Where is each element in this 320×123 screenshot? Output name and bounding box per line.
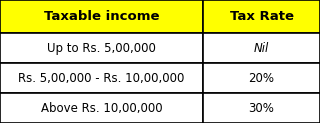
Text: 20%: 20% <box>249 72 275 85</box>
Bar <box>203 63 320 93</box>
Bar <box>0 93 203 123</box>
Text: 30%: 30% <box>249 101 275 115</box>
Text: Up to Rs. 5,00,000: Up to Rs. 5,00,000 <box>47 42 156 55</box>
Bar <box>203 93 320 123</box>
Text: Tax Rate: Tax Rate <box>230 10 294 23</box>
Bar <box>0 0 203 33</box>
Bar <box>203 0 320 33</box>
Text: Taxable income: Taxable income <box>44 10 159 23</box>
Text: Above Rs. 10,00,000: Above Rs. 10,00,000 <box>41 101 163 115</box>
Text: Rs. 5,00,000 - Rs. 10,00,000: Rs. 5,00,000 - Rs. 10,00,000 <box>19 72 185 85</box>
Text: Nil: Nil <box>254 42 269 55</box>
Bar <box>0 33 203 63</box>
Bar <box>203 33 320 63</box>
Bar <box>0 63 203 93</box>
